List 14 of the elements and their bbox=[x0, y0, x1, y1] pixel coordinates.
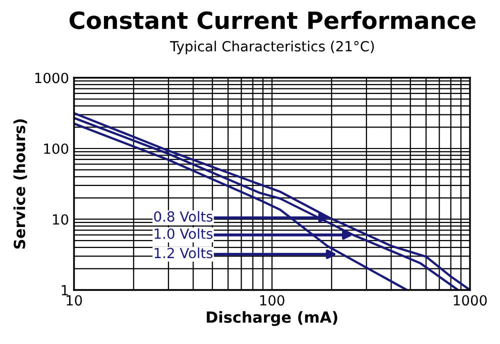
x-tick-label: 1000 bbox=[454, 295, 487, 306]
x-axis-title: Discharge (mA) bbox=[206, 311, 338, 326]
x-tick-label: 100 bbox=[260, 295, 284, 306]
chart-subtitle: Typical Characteristics (21°C) bbox=[170, 40, 374, 54]
y-tick-label: 1000 bbox=[35, 72, 68, 84]
annotation: 0.8 Volts bbox=[154, 211, 212, 222]
y-axis-title: Service (hours) bbox=[13, 119, 28, 249]
chart-title: Constant Current Performance bbox=[70, 10, 476, 30]
y-tick-label: 100 bbox=[44, 143, 68, 154]
y-tick-label: 1 bbox=[62, 285, 68, 296]
x-tick-label: 10 bbox=[66, 295, 82, 306]
annotation: 1.0 Volts bbox=[154, 228, 212, 239]
annotation: 1.2 Volts bbox=[154, 248, 212, 258]
y-tick-label: 10 bbox=[52, 214, 68, 225]
